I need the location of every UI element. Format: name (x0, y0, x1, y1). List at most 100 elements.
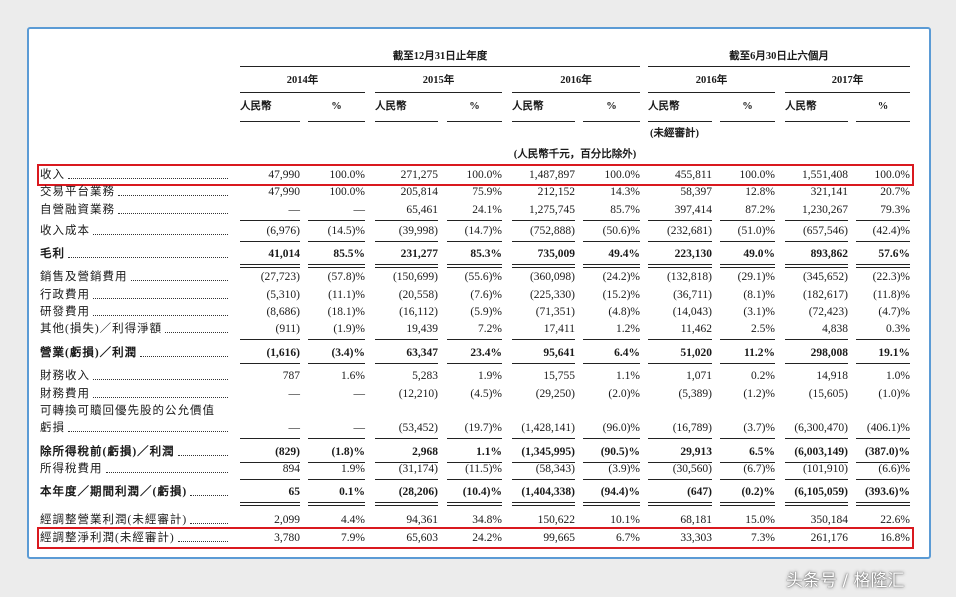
cell-value: (1,616) (266, 347, 300, 359)
row-label: 自營融資業務 (40, 204, 115, 216)
group-header: 截至6月30日止六個月 (729, 51, 829, 62)
table-rule (648, 264, 712, 265)
cell-value: 6.4% (614, 347, 640, 359)
cell-value: 11,462 (680, 323, 712, 335)
row-label: 研發費用 (40, 306, 90, 318)
table-rule (785, 339, 848, 340)
cell-value: 321,141 (810, 186, 848, 198)
table-rule (447, 505, 502, 506)
table-rule (447, 339, 502, 340)
table-rule (583, 267, 640, 268)
table-rule (447, 267, 502, 268)
cell-value: 29,913 (680, 446, 712, 458)
cell-value: (28,206) (398, 486, 438, 498)
cell-value: (657,546) (802, 225, 848, 237)
table-rule (856, 241, 910, 242)
cell-value: (42.4)% (872, 225, 910, 237)
cell-value: 68,181 (680, 514, 712, 526)
watermark: 头条号 / 格隆汇 (786, 571, 905, 591)
cell-value: (6,003,149) (794, 446, 848, 458)
column-header: % (606, 101, 617, 112)
year-header: 2015年 (422, 75, 455, 86)
table-rule (447, 264, 502, 265)
cell-value: 79.3% (880, 204, 910, 216)
cell-value: (57.8)% (327, 271, 365, 283)
cell-value: 58,397 (680, 186, 712, 198)
cell-value: (36,711) (673, 289, 712, 301)
cell-value: (1.2)% (743, 388, 775, 400)
cell-value: 6.7% (616, 532, 640, 544)
cell-value: (3.7)% (743, 422, 775, 434)
row-label: 其他(損失)／利得淨額 (40, 323, 163, 335)
cell-value: (182,617) (802, 289, 848, 301)
table-rule (785, 502, 848, 503)
row-label-line: 行政費用 (40, 288, 230, 302)
column-header: 人民幣 (512, 101, 544, 112)
cell-value: (15.2)% (602, 289, 640, 301)
row-label: 財務收入 (40, 370, 90, 382)
header-rule (240, 92, 365, 93)
dot-leader (68, 247, 228, 258)
table-rule (512, 502, 575, 503)
cell-value: (27,723) (260, 271, 300, 283)
cell-value: (5.9)% (470, 306, 502, 318)
table-rule (720, 241, 775, 242)
header-rule (512, 92, 640, 93)
table-rule (785, 479, 848, 480)
cell-value: (0.2)% (741, 486, 775, 498)
cell-value: 85.3% (470, 248, 502, 260)
year-header: 2016年 (560, 75, 592, 86)
cell-value: (6.6)% (878, 463, 910, 475)
cell-value: 397,414 (674, 204, 712, 216)
cell-value: 15,755 (543, 370, 575, 382)
table-rule (583, 502, 640, 503)
cell-value: (1.0)% (878, 388, 910, 400)
cell-value: (72,423) (808, 306, 848, 318)
table-rule (375, 267, 438, 268)
cell-value: 0.1% (339, 486, 365, 498)
cell-value: 85.5% (333, 248, 365, 260)
cell-value: 1.1% (476, 446, 502, 458)
dot-leader (130, 270, 228, 281)
cell-value: 47,990 (268, 169, 300, 181)
table-rule (512, 264, 575, 265)
cell-value: 49.0% (743, 248, 775, 260)
table-rule (308, 241, 365, 242)
cell-value: (16,112) (399, 306, 438, 318)
cell-value: 1,230,267 (802, 204, 848, 216)
cell-value: (19.7)% (464, 422, 502, 434)
cell-value: 65 (288, 486, 301, 498)
cell-value: (225,330) (529, 289, 575, 301)
cell-value: (18.1)% (327, 306, 365, 318)
cell-value: (53,452) (398, 422, 438, 434)
cell-value: (4.5)% (470, 388, 502, 400)
cell-value: 11.2% (744, 347, 775, 359)
header-rule (447, 121, 502, 122)
cell-value: 735,009 (537, 248, 575, 260)
cell-value: (4.7)% (878, 306, 910, 318)
table-rule (375, 438, 438, 439)
cell-value: 49.4% (608, 248, 640, 260)
table-rule (375, 241, 438, 242)
table-rule (648, 241, 712, 242)
table-rule (308, 267, 365, 268)
cell-value: (11.8)% (873, 289, 910, 301)
table-rule (240, 220, 300, 221)
cell-value: 19,439 (406, 323, 438, 335)
table-rule (308, 462, 365, 463)
table-rule (375, 479, 438, 480)
row-label: 本年度／期間利潤／(虧損) (40, 486, 188, 498)
cell-value: (15,605) (808, 388, 848, 400)
cell-value: (4.8)% (608, 306, 640, 318)
cell-value: (387.0)% (864, 446, 910, 458)
table-rule (856, 267, 910, 268)
cell-value: 7.9% (341, 532, 365, 544)
cell-value: 24.1% (472, 204, 502, 216)
table-rule (856, 264, 910, 265)
cell-value: (393.6)% (864, 486, 910, 498)
table-rule (447, 502, 502, 503)
cell-value: (30,560) (672, 463, 712, 475)
dot-leader (190, 485, 228, 496)
cell-value: 2,099 (274, 514, 300, 526)
cell-value: 1.0% (886, 370, 910, 382)
